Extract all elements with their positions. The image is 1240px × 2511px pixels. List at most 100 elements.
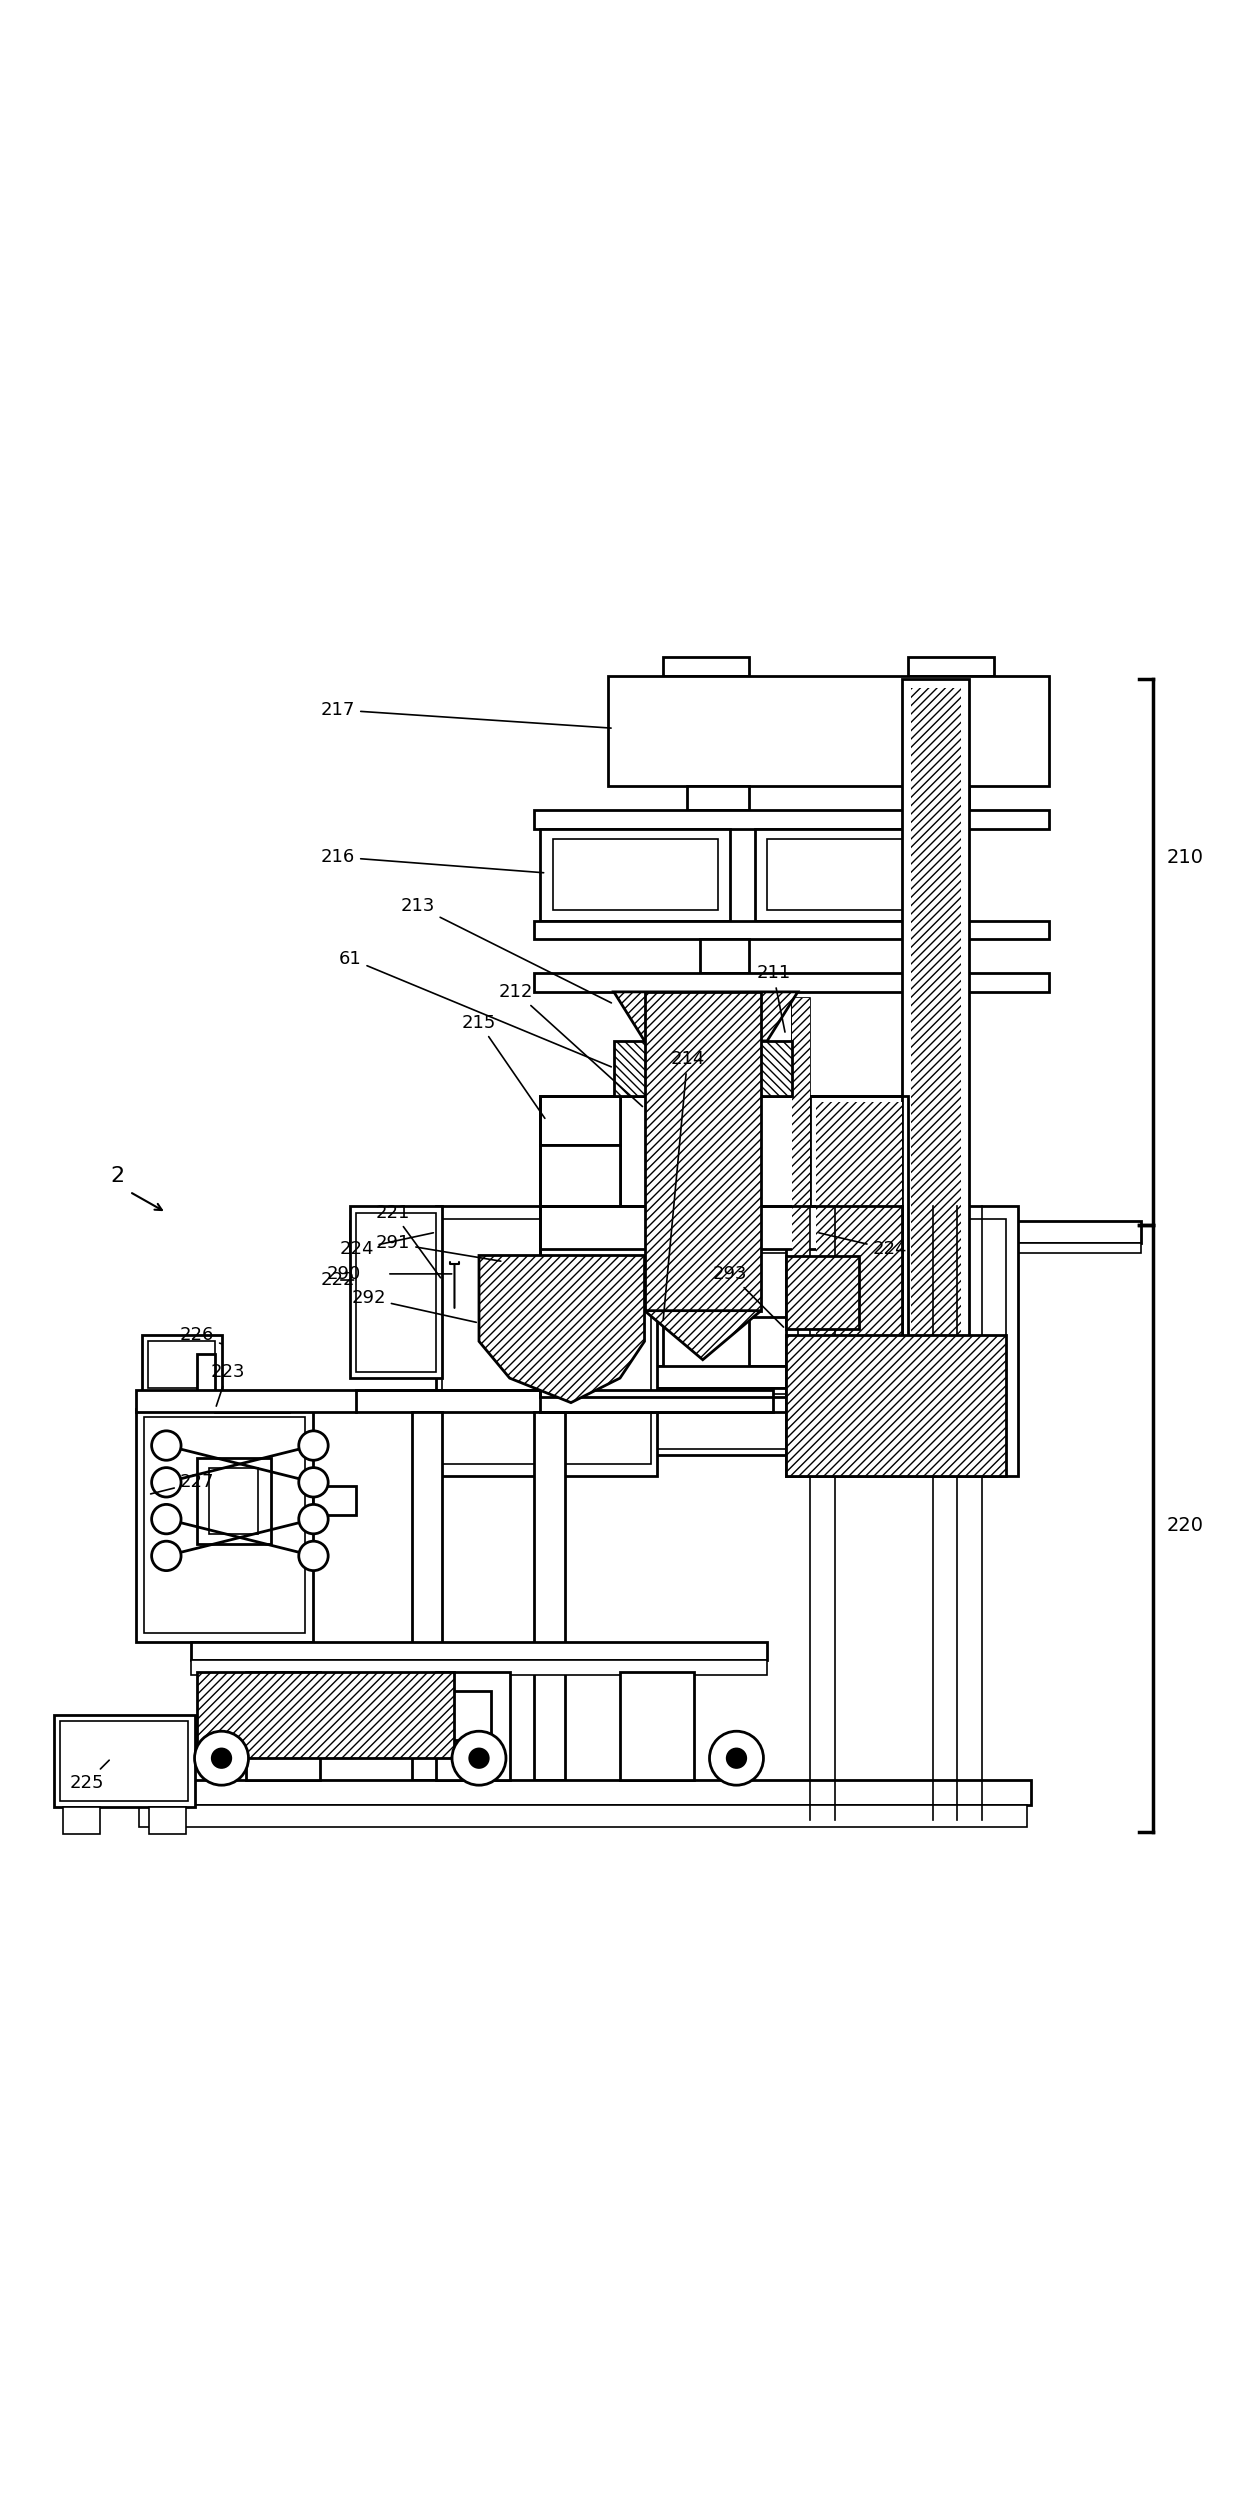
Bar bbox=[645, 992, 761, 1311]
Bar bbox=[908, 786, 970, 811]
Bar bbox=[608, 675, 1049, 786]
Bar bbox=[197, 1353, 216, 1394]
Circle shape bbox=[299, 1466, 329, 1497]
Circle shape bbox=[151, 1504, 181, 1534]
Bar bbox=[216, 1394, 289, 1414]
Bar bbox=[314, 1487, 356, 1517]
Bar bbox=[139, 1805, 1027, 1828]
Text: 293: 293 bbox=[713, 1266, 784, 1328]
Bar bbox=[614, 1042, 791, 1097]
Bar bbox=[663, 658, 749, 675]
Bar bbox=[761, 992, 791, 1328]
Bar bbox=[436, 1205, 657, 1476]
Bar bbox=[541, 1394, 908, 1449]
Bar bbox=[135, 1780, 1030, 1805]
Bar bbox=[534, 1414, 565, 1780]
Circle shape bbox=[299, 1542, 329, 1569]
Bar bbox=[534, 1389, 914, 1456]
Text: 291: 291 bbox=[376, 1235, 501, 1261]
Text: 290: 290 bbox=[327, 1266, 361, 1283]
Circle shape bbox=[727, 1748, 746, 1768]
Text: 211: 211 bbox=[756, 964, 790, 1032]
Text: 212: 212 bbox=[498, 982, 642, 1107]
Text: 227: 227 bbox=[150, 1474, 215, 1494]
Circle shape bbox=[151, 1431, 181, 1461]
Text: 224: 224 bbox=[339, 1233, 433, 1258]
Text: 216: 216 bbox=[321, 849, 543, 874]
Polygon shape bbox=[645, 1311, 761, 1361]
Bar bbox=[135, 1409, 314, 1642]
Bar bbox=[785, 1205, 1018, 1476]
Bar bbox=[148, 1341, 216, 1389]
Bar bbox=[608, 1316, 663, 1366]
Text: 224: 224 bbox=[818, 1233, 906, 1258]
Bar bbox=[197, 1459, 270, 1544]
Text: 215: 215 bbox=[461, 1014, 544, 1117]
Bar bbox=[141, 1336, 222, 1394]
Bar bbox=[699, 939, 749, 974]
Text: 226: 226 bbox=[180, 1326, 222, 1343]
Bar bbox=[197, 1672, 455, 1758]
Circle shape bbox=[709, 1730, 764, 1785]
Bar bbox=[191, 1642, 768, 1660]
Bar bbox=[785, 1336, 1006, 1476]
Text: 217: 217 bbox=[321, 701, 611, 728]
Bar bbox=[412, 1414, 443, 1780]
Text: 210: 210 bbox=[1167, 849, 1204, 866]
Text: 221: 221 bbox=[376, 1203, 440, 1278]
Bar bbox=[443, 1218, 651, 1464]
Circle shape bbox=[453, 1730, 506, 1785]
Bar bbox=[908, 658, 994, 675]
Bar bbox=[534, 974, 1049, 992]
Bar bbox=[541, 829, 730, 922]
Bar bbox=[534, 811, 1049, 829]
Bar bbox=[785, 1256, 859, 1328]
Bar bbox=[755, 829, 945, 922]
Text: 292: 292 bbox=[351, 1291, 476, 1323]
Bar bbox=[350, 1205, 443, 1379]
Bar bbox=[797, 1218, 1006, 1464]
Text: 2: 2 bbox=[110, 1165, 124, 1185]
Bar bbox=[541, 1205, 901, 1250]
Bar bbox=[768, 839, 932, 909]
Bar bbox=[149, 1808, 186, 1833]
Bar bbox=[816, 1102, 901, 1439]
Bar bbox=[210, 1466, 258, 1534]
Bar bbox=[810, 1097, 908, 1446]
Bar bbox=[620, 1672, 693, 1780]
Bar bbox=[356, 1213, 436, 1371]
Circle shape bbox=[195, 1730, 248, 1785]
Bar bbox=[144, 1416, 305, 1632]
Circle shape bbox=[212, 1748, 232, 1768]
Text: 61: 61 bbox=[339, 949, 611, 1067]
Bar bbox=[553, 839, 718, 909]
Bar bbox=[749, 1316, 804, 1366]
Bar bbox=[687, 786, 749, 811]
Text: 213: 213 bbox=[401, 896, 611, 1002]
Bar bbox=[910, 688, 961, 1368]
Bar bbox=[534, 1366, 914, 1389]
Bar bbox=[191, 1660, 768, 1675]
Text: 214: 214 bbox=[663, 1050, 704, 1321]
Bar bbox=[436, 1672, 510, 1780]
Bar bbox=[53, 1715, 195, 1808]
Bar bbox=[60, 1723, 188, 1800]
Bar bbox=[246, 1672, 320, 1780]
Bar bbox=[135, 1391, 774, 1414]
Circle shape bbox=[299, 1431, 329, 1461]
Bar bbox=[791, 997, 810, 1323]
Bar bbox=[449, 1690, 491, 1740]
Circle shape bbox=[151, 1466, 181, 1497]
Bar bbox=[350, 1243, 1141, 1253]
Bar bbox=[791, 997, 810, 1323]
Circle shape bbox=[299, 1504, 329, 1534]
Text: 223: 223 bbox=[211, 1363, 244, 1406]
Circle shape bbox=[151, 1542, 181, 1569]
Bar bbox=[534, 922, 1049, 939]
Bar bbox=[541, 1097, 908, 1396]
Bar bbox=[901, 680, 970, 1379]
Bar bbox=[541, 1097, 620, 1145]
Text: 222: 222 bbox=[321, 1271, 355, 1288]
Text: 220: 220 bbox=[1167, 1517, 1204, 1534]
Polygon shape bbox=[614, 992, 797, 1042]
